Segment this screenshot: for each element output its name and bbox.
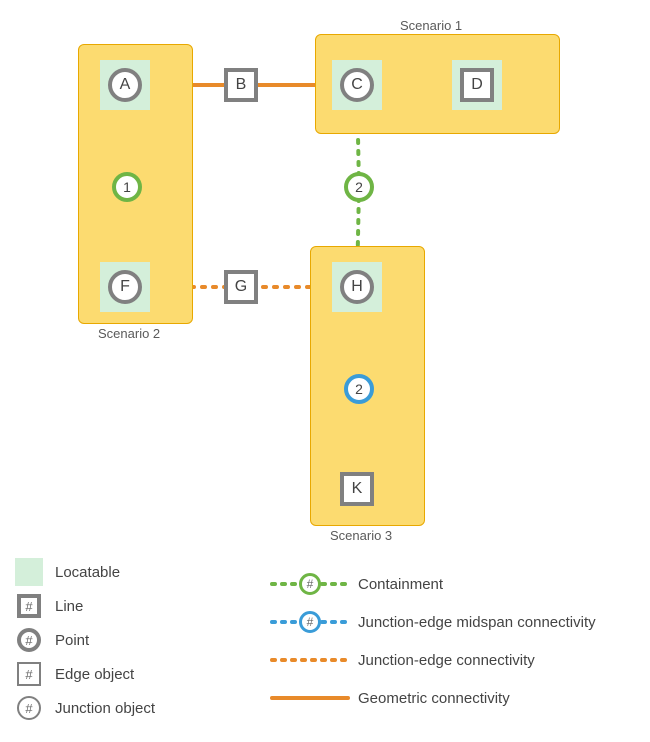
legend-row: # Point	[15, 623, 155, 657]
node-D: D	[460, 68, 494, 102]
diagram-canvas: Scenario 1 Scenario 2 Scenario 3 A B C D F G H K 1 2…	[0, 0, 650, 742]
junction-j2: 2	[344, 172, 374, 202]
legend-label: Junction-edge midspan connectivity	[358, 614, 596, 631]
node-C: C	[340, 68, 374, 102]
legend-row: Geometric connectivity	[270, 679, 596, 717]
legend-label: Containment	[358, 576, 443, 593]
legend-row: Locatable	[15, 555, 155, 589]
legend-label: Junction-edge connectivity	[358, 652, 535, 669]
junction-swatch-icon: #	[15, 694, 43, 722]
node-A: A	[108, 68, 142, 102]
legend-row: # Edge object	[15, 657, 155, 691]
geometric-conn-swatch-icon	[270, 684, 350, 712]
edge-swatch-icon: #	[15, 660, 43, 688]
legend-row: Junction-edge connectivity	[270, 641, 596, 679]
scenario-label-1: Scenario 1	[400, 18, 462, 33]
containment-swatch-icon: #	[270, 570, 350, 598]
legend-label: Junction object	[55, 700, 155, 717]
node-B: B	[224, 68, 258, 102]
locatable-swatch-icon	[15, 558, 43, 586]
node-K: K	[340, 472, 374, 506]
point-swatch-icon: #	[15, 626, 43, 654]
legend-label: Line	[55, 598, 83, 615]
legend-label: Geometric connectivity	[358, 690, 510, 707]
legend-row: # Containment	[270, 565, 596, 603]
legend-row: # Line	[15, 589, 155, 623]
scenario-label-3: Scenario 3	[330, 528, 392, 543]
legend-label: Edge object	[55, 666, 134, 683]
scenario-label-2: Scenario 2	[98, 326, 160, 341]
legend-row: # Junction object	[15, 691, 155, 725]
junction-edge-conn-swatch-icon	[270, 646, 350, 674]
junction-j1: 1	[112, 172, 142, 202]
midspan-swatch-icon: #	[270, 608, 350, 636]
legend-row: # Junction-edge midspan connectivity	[270, 603, 596, 641]
node-G: G	[224, 270, 258, 304]
node-H: H	[340, 270, 374, 304]
legend-label: Point	[55, 632, 89, 649]
legend-label: Locatable	[55, 564, 120, 581]
line-swatch-icon: #	[15, 592, 43, 620]
junction-j3: 2	[344, 374, 374, 404]
legend-left-column: Locatable # Line # Point # Edge object # Junctio…	[15, 555, 155, 725]
node-F: F	[108, 270, 142, 304]
legend-right-column: # Containment # Junction-edge midspan conne…	[270, 565, 596, 717]
